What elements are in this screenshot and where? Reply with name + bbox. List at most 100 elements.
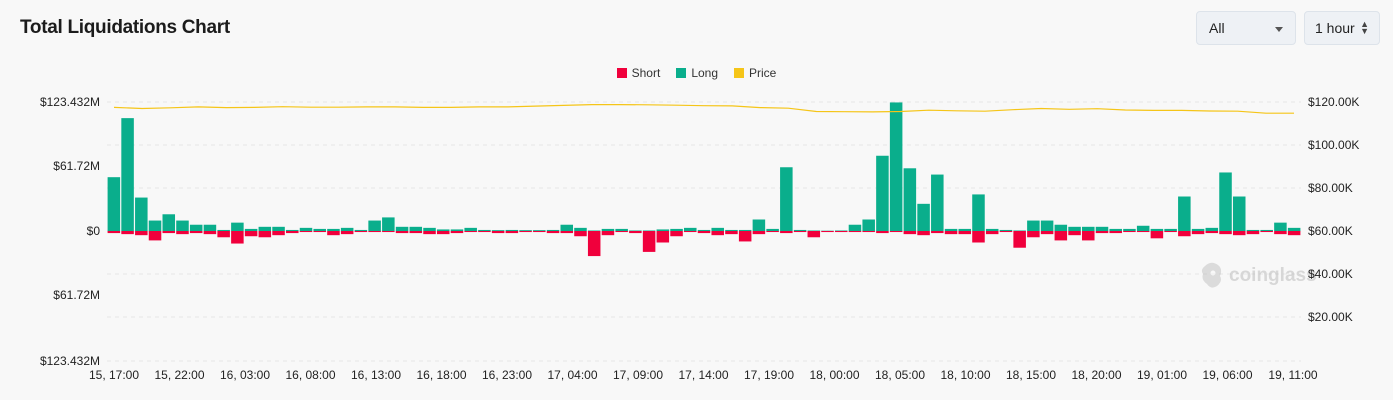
- legend-item-short[interactable]: Short: [616, 66, 660, 80]
- y-right-tick-label: $80.00K: [1308, 181, 1353, 195]
- short-bar: [217, 231, 230, 238]
- short-bar: [725, 231, 738, 235]
- long-bar: [258, 226, 272, 231]
- long-bar: [999, 229, 1013, 231]
- long-bar: [354, 229, 368, 231]
- long-bar: [1040, 220, 1054, 231]
- legend-label-long: Long: [691, 66, 719, 80]
- short-bar: [244, 231, 258, 237]
- page-title: Total Liquidations Chart: [20, 17, 230, 38]
- short-bar: [436, 231, 450, 235]
- x-tick-label: 18, 05:00: [875, 368, 925, 382]
- long-bar: [1109, 228, 1122, 231]
- y-right-tick-label: $60.00K: [1308, 224, 1353, 238]
- watermark-text: coinglass: [1229, 265, 1317, 286]
- long-bar: [450, 229, 464, 231]
- short-bar: [1068, 231, 1081, 236]
- short-bar: [1082, 231, 1095, 241]
- long-bar: [1205, 227, 1219, 231]
- long-bar: [587, 230, 601, 231]
- long-bar: [1150, 228, 1164, 231]
- x-tick-label: 18, 20:00: [1071, 368, 1121, 382]
- legend-item-price[interactable]: Price: [734, 66, 776, 80]
- short-bar: [574, 231, 587, 237]
- short-bar: [615, 231, 628, 233]
- price-line: [113, 103, 1294, 114]
- short-bar: [340, 231, 354, 235]
- short-bar: [313, 231, 326, 233]
- short-bar: [848, 231, 862, 233]
- short-bar: [176, 231, 189, 235]
- short-bar: [999, 231, 1013, 233]
- short-bar: [450, 231, 464, 234]
- short-bar: [409, 231, 423, 234]
- legend-swatch-short: [616, 68, 627, 78]
- long-bar: [780, 167, 793, 231]
- x-axis: 15, 17:00 15, 22:00 16, 03:00 16, 08:00 16, …: [89, 368, 1318, 382]
- short-bar: [697, 231, 711, 234]
- x-tick-label: 18, 10:00: [940, 368, 990, 382]
- short-bar: [1260, 231, 1273, 233]
- long-bar: [231, 222, 244, 231]
- exchange-filter-select[interactable]: All: [1196, 11, 1296, 45]
- long-bar: [286, 229, 299, 231]
- x-tick-label: 15, 17:00: [89, 368, 139, 382]
- x-tick-label: 17, 09:00: [613, 368, 663, 382]
- y-left-tick-label: $123.432M: [40, 95, 100, 109]
- short-bar: [231, 231, 244, 244]
- short-bar: [684, 231, 697, 233]
- long-bar: [107, 177, 121, 231]
- short-bar: [327, 231, 340, 236]
- long-bar: [1260, 229, 1273, 231]
- long-bar: [574, 227, 587, 231]
- long-bar: [217, 229, 230, 231]
- y-right-tick-label: $40.00K: [1308, 267, 1353, 281]
- y-right-tick-label: $100.00K: [1308, 138, 1359, 152]
- interval-value: 1 hour: [1315, 20, 1355, 36]
- short-bar: [1164, 231, 1177, 233]
- long-bar: [368, 220, 381, 231]
- x-tick-label: 19, 11:00: [1268, 368, 1317, 382]
- short-bar: [752, 231, 766, 235]
- x-tick-label: 17, 19:00: [744, 368, 794, 382]
- y-axis-right: $120.00K $100.00K $80.00K $60.00K $40.00K $20…: [1308, 95, 1359, 324]
- short-bar: [958, 231, 972, 235]
- long-bar: [972, 194, 985, 231]
- long-bar: [148, 220, 162, 231]
- short-bar: [587, 231, 601, 257]
- long-bar: [601, 228, 615, 231]
- exchange-filter-value: All: [1209, 20, 1225, 36]
- long-bar: [340, 227, 354, 231]
- short-bar: [505, 231, 519, 234]
- long-bar: [176, 220, 189, 231]
- short-bar: [1054, 231, 1068, 241]
- legend-swatch-long: [676, 68, 687, 78]
- long-bar: [1191, 228, 1205, 231]
- legend-label-price: Price: [749, 66, 777, 80]
- short-bar: [203, 231, 217, 235]
- long-bar: [1082, 226, 1095, 231]
- long-bar: [656, 229, 670, 231]
- long-bar: [876, 155, 889, 231]
- long-bar: [697, 229, 711, 231]
- short-bar: [1027, 231, 1040, 238]
- long-bar: [203, 224, 217, 231]
- coinglass-logo-icon: [1201, 262, 1222, 288]
- long-bar: [1178, 196, 1191, 231]
- short-bar: [1287, 231, 1301, 236]
- long-bar: [478, 229, 491, 231]
- short-bar: [903, 231, 917, 235]
- x-tick-label: 16, 08:00: [285, 368, 335, 382]
- short-bar: [601, 231, 615, 236]
- short-bar: [711, 231, 724, 236]
- short-bar: [1040, 231, 1054, 235]
- short-bar: [972, 231, 985, 243]
- long-bar: [189, 224, 203, 231]
- short-bar: [1219, 231, 1232, 235]
- long-bar: [766, 228, 779, 231]
- interval-select[interactable]: 1 hour ▲ ▼: [1304, 11, 1380, 45]
- short-bar: [985, 231, 999, 235]
- short-bar: [931, 231, 944, 234]
- chevron-down-icon: [1275, 27, 1283, 32]
- legend-item-long[interactable]: Long: [676, 66, 718, 80]
